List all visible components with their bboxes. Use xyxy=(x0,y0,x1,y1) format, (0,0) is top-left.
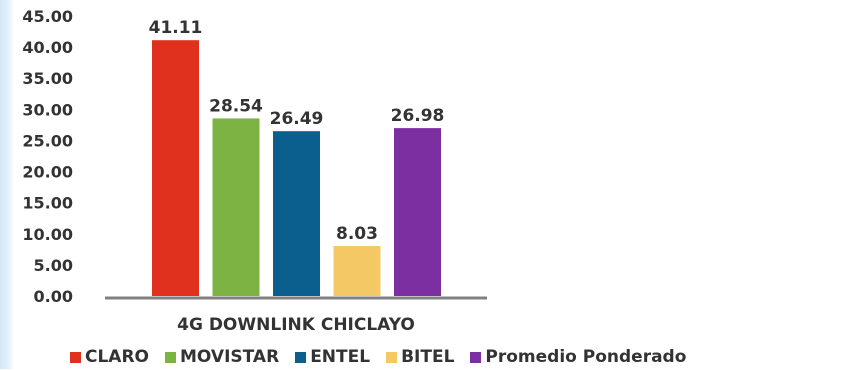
data-label: 26.49 xyxy=(270,109,324,129)
y-tick-label: 30.00 xyxy=(22,100,73,119)
data-label: 28.54 xyxy=(209,96,263,116)
legend: CLARO MOVISTAR ENTEL BITEL Promedio Ponderad… xyxy=(70,344,686,370)
legend-swatch xyxy=(470,351,482,363)
y-tick-label: 25.00 xyxy=(22,131,73,150)
category-label: 4G DOWNLINK CHICLAYO xyxy=(177,315,415,335)
y-tick-label: 35.00 xyxy=(22,69,73,88)
legend-item: Promedio Ponderado xyxy=(470,347,686,367)
legend-item: CLARO xyxy=(70,347,149,367)
bar-movistar xyxy=(212,118,260,296)
bar-claro xyxy=(152,40,199,297)
legend-swatch xyxy=(295,351,307,363)
legend-swatch xyxy=(386,351,398,363)
legend-label: MOVISTAR xyxy=(180,347,280,367)
legend-swatch xyxy=(70,351,81,363)
legend-label: BITEL xyxy=(401,347,455,367)
y-tick-label: 5.00 xyxy=(34,256,73,275)
legend-item: MOVISTAR xyxy=(165,347,279,367)
bars-group: 41.11 28.54 26.49 8.03 26.98 xyxy=(149,18,445,297)
legend-label: ENTEL xyxy=(310,347,371,367)
y-tick-label: 0.00 xyxy=(34,287,73,306)
y-tick-label: 20.00 xyxy=(22,163,73,182)
y-tick-label: 15.00 xyxy=(22,194,73,213)
y-tick-label: 45.00 xyxy=(22,7,73,26)
legend-swatch xyxy=(165,351,177,363)
bar-promedio-ponderado xyxy=(394,128,441,296)
y-tick-label: 10.00 xyxy=(22,225,73,244)
bar-entel xyxy=(273,131,320,296)
legend-item: ENTEL xyxy=(295,347,370,367)
data-label: 41.11 xyxy=(149,18,203,38)
legend-item: BITEL xyxy=(386,347,454,367)
data-label: 8.03 xyxy=(336,224,378,244)
data-label: 26.98 xyxy=(391,106,445,126)
left-edge-decoration xyxy=(0,0,14,369)
y-tick-label: 40.00 xyxy=(22,38,73,57)
y-axis: 0.00 5.00 10.00 15.00 20.00 25.00 30.00 35.00 40… xyxy=(22,7,73,306)
legend-label: Promedio Ponderado xyxy=(485,347,687,367)
legend-label: CLARO xyxy=(85,347,150,367)
bar-bitel xyxy=(333,246,381,296)
